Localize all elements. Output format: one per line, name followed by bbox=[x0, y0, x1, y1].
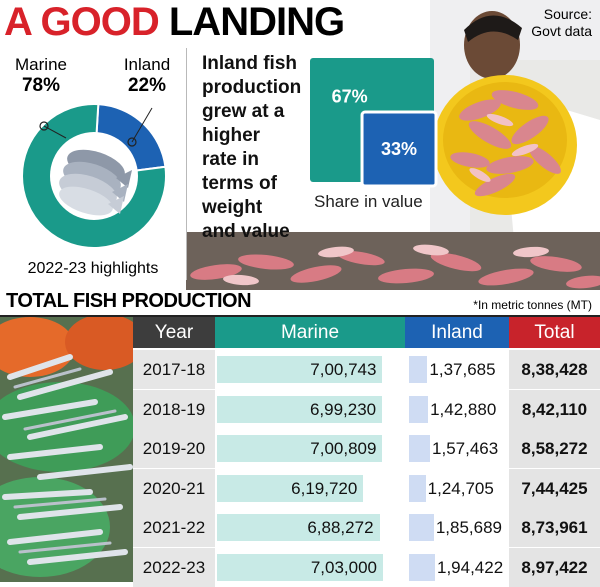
cell-marine: 6,88,272 bbox=[215, 508, 405, 547]
inland-share-label: Inland 22% bbox=[112, 54, 182, 96]
inland-value: 1,42,880 bbox=[430, 399, 497, 419]
column-header-year: Year bbox=[133, 317, 215, 348]
share-in-value-caption: Share in value bbox=[314, 192, 423, 211]
value-label-inland: 33% bbox=[381, 139, 417, 159]
cell-year: 2017-18 bbox=[133, 350, 215, 389]
share-donut-chart bbox=[21, 103, 167, 249]
production-table: Year Marine Inland Total 2017-18 7,00,743… bbox=[133, 317, 600, 587]
column-header-inland: Inland bbox=[405, 317, 509, 348]
marine-bar bbox=[217, 395, 383, 423]
table-row: 2021-22 6,88,272 1,85,689 8,73,961 bbox=[133, 508, 600, 547]
source-line-2: Govt data bbox=[531, 23, 592, 39]
marine-bar bbox=[217, 474, 364, 502]
inland-value: 1,85,689 bbox=[435, 518, 503, 537]
inland-bar bbox=[409, 474, 426, 502]
inland-value: 1,37,685 bbox=[429, 360, 496, 379]
growth-line: terms of bbox=[202, 173, 277, 194]
cell-marine: 7,03,000 bbox=[215, 547, 405, 587]
inland-value: 1,94,422 bbox=[437, 557, 504, 577]
growth-line: higher bbox=[202, 125, 261, 146]
marine-bar bbox=[217, 514, 380, 541]
marine-value: 6,88,272 bbox=[307, 518, 374, 537]
fisherman-photo bbox=[430, 0, 600, 290]
source-note: Source: Govt data bbox=[531, 6, 592, 40]
column-header-total: Total bbox=[509, 317, 600, 348]
inland-value: 1,24,705 bbox=[427, 478, 494, 498]
highlights-caption: 2022-23 highlights bbox=[27, 260, 159, 277]
cell-marine: 6,99,230 bbox=[215, 389, 405, 429]
page-title: A GOOD LANDING bbox=[4, 0, 345, 45]
fish-heap-image bbox=[186, 232, 600, 290]
cell-total: 8,97,422 bbox=[509, 547, 600, 587]
marine-value: 6,19,720 bbox=[291, 478, 358, 498]
cell-inland: 1,37,685 bbox=[405, 350, 509, 389]
cell-total: 7,44,425 bbox=[509, 468, 600, 508]
marine-label-name: Marine bbox=[15, 55, 67, 74]
table-row: 2022-23 7,03,000 1,94,422 8,97,422 bbox=[133, 547, 600, 587]
cell-inland: 1,94,422 bbox=[405, 547, 509, 587]
growth-line: production bbox=[202, 77, 302, 98]
title-part-red: A GOOD bbox=[4, 0, 160, 44]
cell-total: 8,73,961 bbox=[509, 508, 600, 547]
inland-label-value: 22% bbox=[127, 75, 167, 96]
column-header-marine: Marine bbox=[215, 317, 405, 348]
title-part-black: LANDING bbox=[168, 0, 345, 44]
table-row: 2020-21 6,19,720 1,24,705 7,44,425 bbox=[133, 468, 600, 508]
inland-bar bbox=[409, 356, 428, 383]
marine-label-value: 78% bbox=[21, 75, 61, 96]
inland-value: 1,57,463 bbox=[432, 439, 499, 458]
marine-value: 7,03,000 bbox=[310, 557, 377, 577]
growth-line: rate in bbox=[202, 149, 260, 170]
growth-line: weight bbox=[202, 197, 263, 218]
vertical-divider bbox=[186, 48, 187, 280]
cell-year: 2018-19 bbox=[133, 389, 215, 429]
inland-label-name: Inland bbox=[123, 55, 171, 74]
cell-marine: 7,00,743 bbox=[215, 350, 405, 389]
growth-statement: Inland fish production grew at a higher … bbox=[202, 52, 310, 244]
marine-share-label: Marine 78% bbox=[6, 54, 76, 96]
cell-marine: 6,19,720 bbox=[215, 468, 405, 508]
table-row: 2019-20 7,00,809 1,57,463 8,58,272 bbox=[133, 429, 600, 468]
table-title: TOTAL FISH PRODUCTION bbox=[6, 290, 252, 312]
table-row: 2017-18 7,00,743 1,37,685 8,38,428 bbox=[133, 350, 600, 389]
inland-bar bbox=[409, 514, 434, 541]
value-share-chart: 67% 33% bbox=[310, 58, 438, 188]
fish-baskets-photo bbox=[0, 317, 133, 582]
fish-illustration bbox=[59, 149, 132, 216]
unit-note: *In metric tonnes (MT) bbox=[473, 298, 592, 312]
section-rule bbox=[0, 315, 600, 317]
cell-inland: 1,24,705 bbox=[405, 468, 509, 508]
inland-bar bbox=[409, 553, 435, 581]
marine-value: 7,00,743 bbox=[310, 360, 377, 379]
growth-line: Inland fish bbox=[202, 53, 297, 74]
marine-bar bbox=[217, 356, 383, 383]
source-line-1: Source: bbox=[543, 6, 592, 22]
cell-year: 2021-22 bbox=[133, 508, 215, 547]
cell-year: 2019-20 bbox=[133, 429, 215, 468]
cell-total: 8,58,272 bbox=[509, 429, 600, 468]
cell-year: 2022-23 bbox=[133, 547, 215, 587]
growth-line: and value bbox=[202, 221, 290, 242]
cell-inland: 1,57,463 bbox=[405, 429, 509, 468]
value-label-marine: 67% bbox=[332, 87, 368, 107]
cell-total: 8,42,110 bbox=[509, 389, 600, 429]
inland-bar bbox=[409, 435, 431, 462]
cell-year: 2020-21 bbox=[133, 468, 215, 508]
inland-bar bbox=[409, 395, 429, 423]
cell-marine: 7,00,809 bbox=[215, 429, 405, 468]
cell-inland: 1,42,880 bbox=[405, 389, 509, 429]
growth-line: grew at a bbox=[202, 101, 285, 122]
marine-value: 7,00,809 bbox=[310, 439, 377, 458]
marine-bar bbox=[217, 435, 383, 462]
table-row: 2018-19 6,99,230 1,42,880 8,42,110 bbox=[133, 389, 600, 429]
cell-inland: 1,85,689 bbox=[405, 508, 509, 547]
cell-total: 8,38,428 bbox=[509, 350, 600, 389]
marine-bar bbox=[217, 553, 383, 581]
marine-value: 6,99,230 bbox=[309, 399, 377, 419]
value-bar-inland bbox=[360, 110, 438, 188]
